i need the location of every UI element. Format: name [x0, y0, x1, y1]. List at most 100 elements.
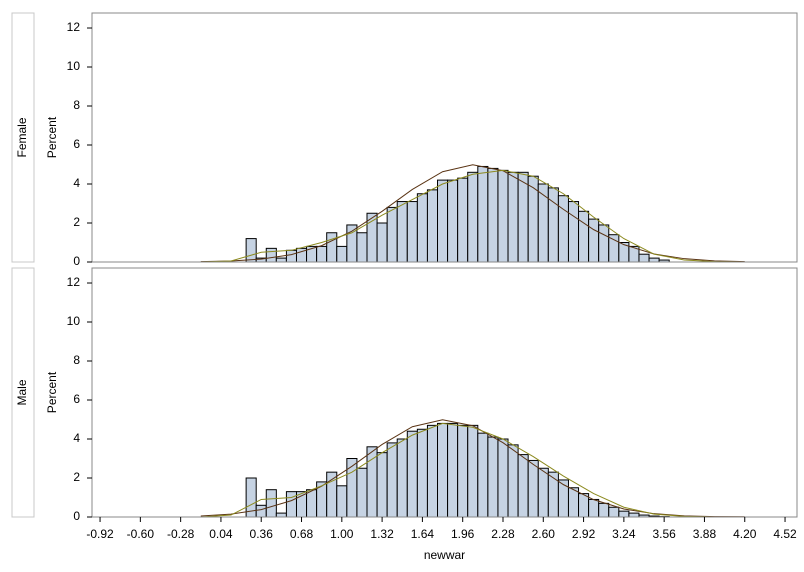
- y-tick-label: 10: [67, 59, 81, 73]
- bar: [265, 489, 277, 518]
- x-tick-label: 1.32: [370, 527, 394, 541]
- density-curve: [200, 169, 745, 263]
- y-tick-label: 8: [73, 98, 80, 112]
- plot-frame: [91, 12, 798, 263]
- bar: [346, 458, 358, 518]
- x-tick-label: 1.96: [451, 527, 475, 541]
- bar: [285, 491, 297, 518]
- y-tick-label: 10: [67, 314, 81, 328]
- bar: [648, 257, 660, 263]
- bar: [527, 175, 539, 263]
- x-tick-label: 2.60: [532, 527, 556, 541]
- bar: [326, 471, 338, 518]
- bar: [477, 432, 489, 518]
- bar: [426, 424, 439, 518]
- bar: [386, 206, 398, 263]
- bar: [437, 179, 449, 263]
- bar: [406, 201, 418, 263]
- bar: [517, 171, 529, 263]
- bar: [457, 177, 469, 263]
- bar: [547, 471, 559, 518]
- bar: [356, 232, 368, 263]
- bar: [608, 234, 620, 263]
- bar: [457, 424, 469, 518]
- bar: [598, 224, 610, 263]
- x-tick-label: 1.00: [330, 527, 354, 541]
- bar: [326, 232, 338, 263]
- x-tick-label: 1.64: [411, 527, 435, 541]
- x-tick-label: 2.28: [491, 527, 515, 541]
- panel-strip: [11, 12, 35, 263]
- y-tick-label: 8: [73, 353, 80, 367]
- bar: [517, 454, 529, 518]
- x-tick-label: 4.20: [733, 527, 757, 541]
- bar: [396, 438, 408, 518]
- y-tick-label: 6: [73, 392, 80, 406]
- bar: [447, 179, 459, 263]
- bar: [275, 257, 287, 263]
- bar: [598, 502, 610, 518]
- bar: [578, 210, 590, 263]
- x-axis-label: newwar: [424, 548, 465, 562]
- bar: [537, 467, 549, 518]
- bar: [487, 436, 499, 518]
- bar: [265, 247, 277, 263]
- x-tick-label: 0.04: [209, 527, 233, 541]
- bar: [416, 193, 428, 263]
- x-tick-label: 3.56: [652, 527, 676, 541]
- x-tick-label: -0.60: [127, 527, 155, 541]
- x-tick-label: 0.36: [250, 527, 274, 541]
- bar: [588, 498, 600, 518]
- bar: [285, 249, 297, 263]
- bar: [426, 189, 439, 263]
- bar: [245, 238, 257, 263]
- bar: [386, 442, 398, 518]
- bar: [306, 489, 318, 518]
- bar: [447, 422, 459, 518]
- y-tick-label: 12: [67, 20, 81, 34]
- bar: [497, 169, 509, 263]
- y-tick-label: 0: [73, 509, 80, 523]
- bar: [477, 165, 489, 263]
- bar: [316, 245, 328, 263]
- bar: [537, 183, 549, 263]
- bar: [255, 504, 267, 518]
- bar: [638, 253, 650, 263]
- x-tick-label: 3.24: [612, 527, 636, 541]
- bar: [467, 424, 479, 518]
- panel-strip: [11, 267, 35, 518]
- bar: [336, 485, 348, 518]
- y-tick-label: 2: [73, 470, 80, 484]
- y-tick-label: 4: [73, 176, 80, 190]
- x-tick-label: 0.68: [290, 527, 314, 541]
- bar: [396, 201, 408, 263]
- bar: [578, 493, 590, 518]
- bar: [567, 201, 580, 263]
- y-tick-label: 12: [67, 275, 81, 289]
- bar: [507, 444, 519, 518]
- bar: [406, 430, 418, 518]
- panel-label: Female: [15, 117, 29, 157]
- x-tick-label: -0.28: [167, 527, 195, 541]
- y-tick-label: 0: [73, 254, 80, 268]
- plot-frame: [91, 267, 798, 518]
- density-curve: [200, 422, 745, 518]
- bar: [376, 222, 388, 263]
- x-tick-label: 2.92: [572, 527, 596, 541]
- bar: [567, 487, 580, 518]
- bar: [507, 171, 519, 263]
- bar: [628, 512, 640, 518]
- bar: [618, 510, 630, 518]
- x-tick-label: 4.52: [773, 527, 797, 541]
- bar: [608, 506, 620, 518]
- y-axis-label: Percent: [45, 116, 59, 158]
- bar: [557, 479, 569, 518]
- bar: [557, 195, 569, 263]
- bar: [497, 438, 509, 518]
- bar: [416, 428, 428, 518]
- x-tick-label: -0.92: [86, 527, 114, 541]
- bar: [275, 512, 287, 518]
- bar: [376, 452, 388, 518]
- y-tick-label: 2: [73, 215, 80, 229]
